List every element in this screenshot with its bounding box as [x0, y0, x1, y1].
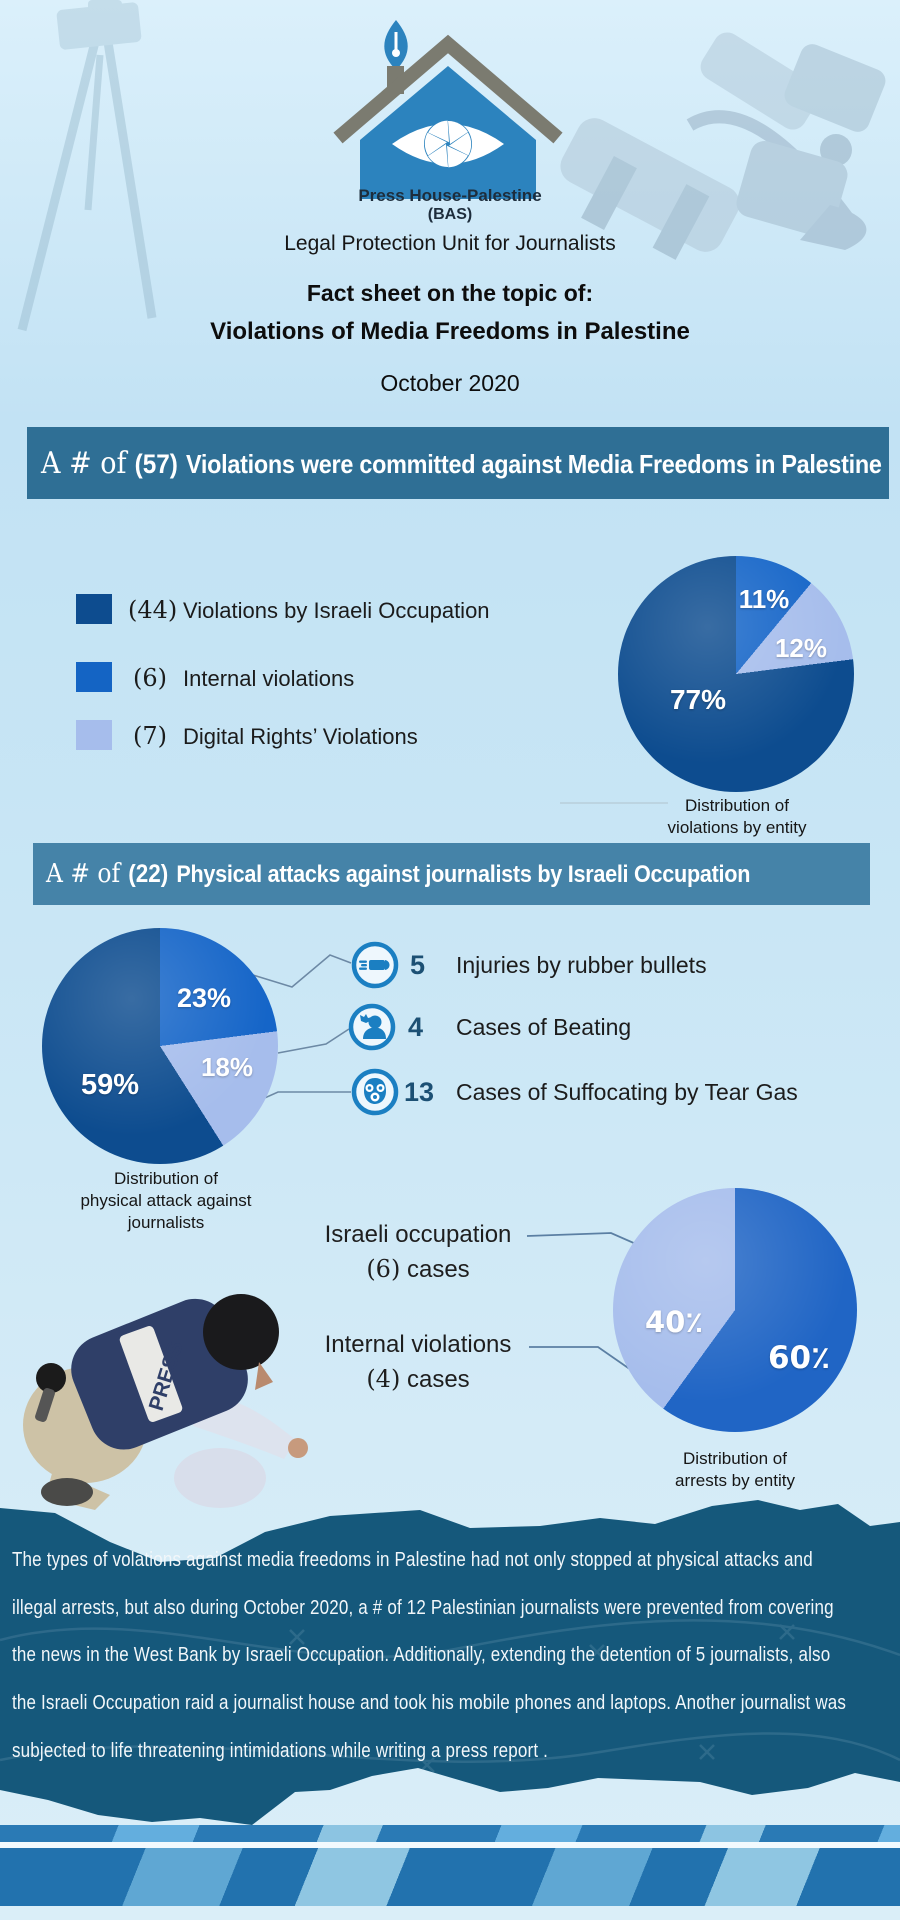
physical-attacks-banner: A # of (22) Physical attacks against jou…: [33, 843, 870, 905]
rubber-bullet-icon: [351, 941, 399, 989]
pie-physical-attacks: 23% 18% 59%: [42, 928, 278, 1164]
banner1-count: (57): [134, 448, 178, 479]
bottom-stripe-band-main: [0, 1848, 900, 1906]
pie1-label-israeli: 77%: [669, 684, 727, 715]
banner1-text: Violations were committed against Media …: [185, 448, 882, 479]
pie3-caption: Distribution of arrests by entity: [675, 1449, 795, 1490]
footer-text-line-3: the news in the West Bank by Israeli Occ…: [12, 1644, 831, 1666]
gas-mask-icon: [351, 1068, 399, 1116]
attack-label-beating: Cases of Beating: [456, 1014, 632, 1040]
pie1-label-internal: 11%: [738, 584, 790, 614]
legend-label-israeli: Violations by Israeli Occupation: [183, 598, 490, 623]
footer-text-line-1: The types of volations against media fre…: [12, 1549, 813, 1571]
footer-torn-band: [0, 1500, 900, 1825]
bottom-stripe-divider: [0, 1842, 900, 1848]
footer-text-line-4: the Israeli Occupation raid a journalist…: [12, 1692, 847, 1714]
org-abbreviation: (BAS): [427, 206, 473, 223]
report-date: October 2020: [380, 370, 520, 396]
arrest-label-israeli: Israeli occupation (6) cases: [324, 1221, 512, 1283]
pie-violations-by-entity: 11% 12% 77%: [618, 556, 854, 792]
legend-swatch-internal: [76, 662, 112, 692]
legend-label-digital: Digital Rights’ Violations: [183, 724, 418, 749]
pie2-label-beating: 18%: [200, 1052, 254, 1082]
shutter-icon: [424, 120, 472, 168]
total-violations-banner: A # of (57) Violations were committed ag…: [27, 427, 889, 499]
bottom-stripe-band-top: [0, 1825, 900, 1842]
pie1-label-digital: 12%: [774, 633, 828, 663]
pie1-caption: Distribution of violations by entity: [667, 796, 807, 837]
pie3-label-internal: 40٪: [644, 1305, 704, 1339]
attack-label-bullets: Injuries by rubber bullets: [456, 952, 707, 978]
broken-cameras-decor: [560, 32, 886, 260]
pie3-label-israeli: 60٪: [767, 1340, 831, 1376]
fact-sheet-line: Fact sheet on the topic of:: [306, 280, 594, 306]
banner1-prefix: A # of: [41, 445, 127, 481]
legend-swatch-digital: [76, 720, 112, 750]
legend-count-israeli: (44): [128, 596, 178, 624]
attack-count-bullets: 5: [410, 950, 426, 980]
legend-label-internal: Internal violations: [183, 666, 355, 691]
attack-count-teargas: 13: [404, 1077, 435, 1107]
banner2-text: Physical attacks against journalists by …: [176, 861, 751, 888]
banner2-prefix: A # of: [46, 859, 121, 889]
attack-count-beating: 4: [408, 1012, 424, 1042]
pie2-caption: Distribution of physical attack against …: [80, 1169, 252, 1232]
banner2-count: (22): [128, 860, 169, 888]
pie-arrests-by-entity: 40٪ 60٪: [613, 1188, 857, 1432]
legend-swatch-israeli: [76, 594, 112, 624]
footer-text-line-2: illegal arrests, but also during October…: [12, 1597, 834, 1619]
pie2-label-bullets: 23%: [176, 983, 232, 1013]
arrest-label-internal: Internal violations (4) cases: [324, 1331, 512, 1393]
org-name: Press House-Palestine: [358, 186, 542, 205]
pie2-label-teargas: 59%: [80, 1069, 140, 1101]
attack-label-teargas: Cases of Suffocating by Tear Gas: [456, 1079, 798, 1105]
page-title: Violations of Media Freedoms in Palestin…: [210, 318, 690, 345]
unit-name: Legal Protection Unit for Journalists: [284, 232, 616, 255]
press-house-logo: [333, 20, 563, 199]
journalist-press-photo: PRESS: [23, 1294, 308, 1510]
legend-count-internal: (6): [133, 664, 167, 692]
tripod-camera-decor: [17, 0, 157, 332]
beating-icon: [348, 1003, 396, 1051]
legend-count-digital: (7): [133, 722, 167, 750]
footer-text-line-5: subjected to life threatening intimidati…: [12, 1740, 549, 1762]
